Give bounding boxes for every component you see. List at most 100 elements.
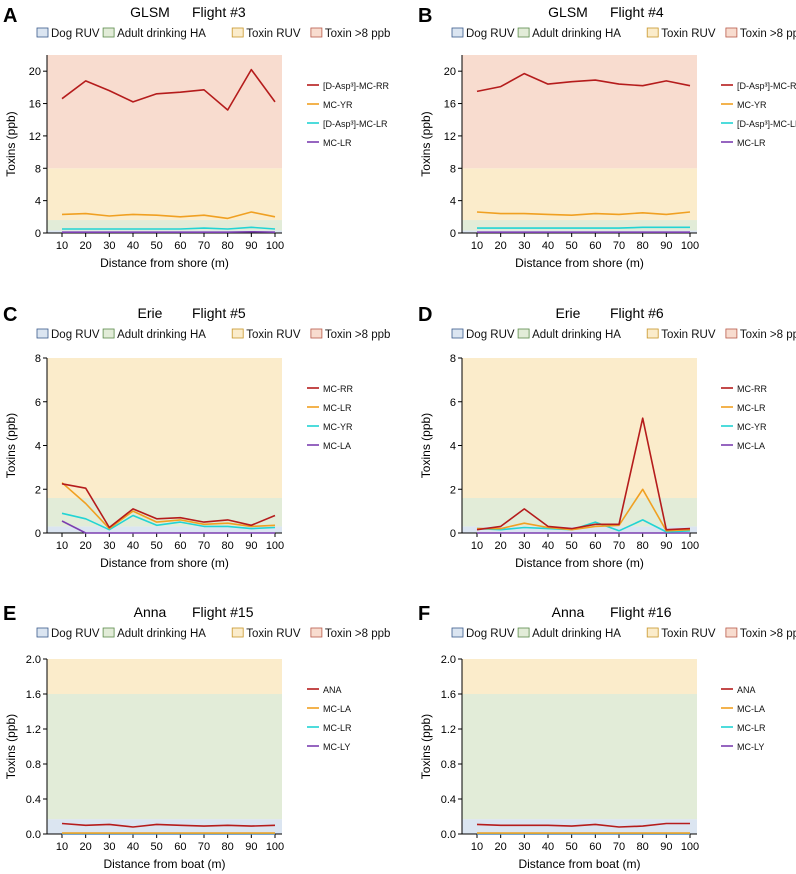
y-tick-label: 0 (450, 228, 456, 240)
x-tick-label: 70 (613, 841, 625, 853)
panel-letter: C (3, 304, 17, 326)
y-tick-label: 6 (450, 397, 456, 409)
band-toxin-ruv (47, 168, 282, 221)
x-tick-label: 10 (471, 841, 483, 853)
x-tick-label: 80 (637, 841, 649, 853)
series-group (61, 822, 276, 835)
chart-flight: Flight #6 (610, 305, 664, 321)
series-legend: [D-Asp³]-MC-RR MC-YR [D-Asp³]-MC-LR MC-LR (307, 81, 389, 148)
series-legend-label: MC-LA (323, 441, 351, 451)
legend-swatch-dog (36, 27, 49, 38)
series-legend-label: MC-YR (737, 422, 767, 432)
series-legend-label: MC-RR (737, 384, 767, 394)
x-axis-label: Distance from shore (m) (515, 256, 644, 270)
series-legend: ANA MC-LA MC-LR MC-LY (721, 685, 766, 752)
series-line-mc-lr (477, 488, 691, 532)
series-legend: [D-Asp³]-MC-RR MC-YR [D-Asp³]-MC-LR MC-LR (721, 81, 796, 148)
legend-swatch-adult (102, 27, 115, 38)
series-legend-label: MC-YR (323, 100, 353, 110)
legend-swatch-gt8 (310, 27, 323, 38)
legend-swatch-toxin-ruv (231, 328, 244, 339)
y-tick-label: 1.6 (441, 689, 456, 701)
band-toxin-ruv (47, 358, 282, 498)
x-tick-label: 80 (222, 841, 234, 853)
x-tick-label: 60 (174, 841, 186, 853)
series-legend-label: [D-Asp³]-MC-LR (323, 119, 388, 129)
y-tick-label: 12 (444, 131, 456, 143)
series-line-ana (61, 822, 276, 828)
band-toxin-ruv (462, 659, 697, 694)
x-tick-label: 100 (266, 240, 284, 252)
series-line-mc-rr (476, 417, 691, 531)
chart-flight: Flight #3 (192, 4, 246, 20)
panel-b: B GLSM Flight #4 Dog RUV Adult drinking HA To… (418, 4, 796, 270)
y-tick-label: 8 (35, 163, 41, 175)
y-tick-label: 0.4 (26, 794, 41, 806)
chart-flight: Flight #5 (192, 305, 246, 321)
y-tick-label: 6 (35, 397, 41, 409)
x-tick-label: 80 (637, 540, 649, 552)
series-line-mc-yr (476, 211, 691, 216)
x-tick-label: 20 (495, 240, 507, 252)
x-tick-label: 100 (681, 540, 699, 552)
chart-flight: Flight #4 (610, 4, 664, 20)
x-tick-label: 50 (566, 540, 578, 552)
band-legend: Dog RUV Adult drinking HA Toxin RUV Toxin >… (451, 27, 796, 40)
legend-swatch-gt8 (725, 627, 738, 638)
series-legend-label: MC-RR (323, 384, 353, 394)
series-legend: MC-RR MC-LR MC-YR MC-LA (721, 384, 767, 451)
legend-label-dog: Dog RUV (51, 329, 100, 341)
band-dog (47, 819, 282, 834)
series-legend: ANA MC-LA MC-LR MC-LY (307, 685, 352, 752)
chart-title: GLSM (130, 4, 170, 20)
x-tick-label: 30 (103, 540, 115, 552)
y-tick-label: 1.6 (26, 689, 41, 701)
panel-a: A GLSM Flight #3 Dog RUV Adult drinking HA To… (3, 4, 390, 270)
series-legend-label: MC-LR (737, 138, 766, 148)
x-tick-label: 30 (518, 540, 530, 552)
x-tick-label: 100 (681, 841, 699, 853)
x-tick-label: 70 (613, 240, 625, 252)
panel-e: E Anna Flight #15 Dog RUV Adult drinking HA T… (3, 603, 390, 871)
band-toxin-ruv (47, 659, 282, 694)
band-dog (462, 819, 697, 834)
y-tick-label: 2.0 (441, 654, 456, 666)
x-tick-label: 70 (198, 540, 210, 552)
legend-swatch-dog (451, 328, 464, 339)
y-tick-label: 0.0 (441, 829, 456, 841)
chart-flight: Flight #16 (610, 604, 672, 620)
x-tick-label: 40 (127, 240, 139, 252)
x-tick-label: 30 (103, 841, 115, 853)
x-tick-label: 20 (495, 841, 507, 853)
legend-label-gt8: Toxin >8 ppb (325, 628, 391, 640)
band-legend: Dog RUV Adult drinking HA Toxin RUV Toxin >… (451, 328, 796, 341)
series-legend-label: MC-LR (737, 723, 766, 733)
x-tick-label: 20 (80, 540, 92, 552)
legend-swatch-toxin-ruv (231, 27, 244, 38)
chart-title: Anna (134, 604, 167, 620)
band-gt8 (462, 55, 697, 169)
legend-swatch-gt8 (310, 627, 323, 638)
x-tick-label: 70 (613, 540, 625, 552)
legend-swatch-dog (451, 627, 464, 638)
legend-swatch-gt8 (725, 328, 738, 339)
panel-f: F Anna Flight #16 Dog RUV Adult drinking HA T… (418, 603, 796, 871)
chart-title: Erie (138, 305, 163, 321)
series-legend-label: MC-LA (737, 704, 765, 714)
panel-letter: E (3, 603, 16, 625)
legend-label-toxin-ruv: Toxin RUV (246, 329, 301, 341)
chart-title: Anna (552, 604, 585, 620)
series-group (476, 417, 691, 534)
chart-title: GLSM (548, 4, 588, 20)
legend-label-gt8: Toxin >8 ppb (740, 628, 796, 640)
x-tick-label: 100 (681, 240, 699, 252)
x-tick-label: 50 (151, 540, 163, 552)
legend-label-dog: Dog RUV (466, 628, 515, 640)
legend-label-toxin-ruv: Toxin RUV (246, 628, 301, 640)
band-legend: Dog RUV Adult drinking HA Toxin RUV Toxin >… (451, 627, 796, 640)
y-tick-label: 0.4 (441, 794, 456, 806)
legend-swatch-adult (517, 328, 530, 339)
x-tick-label: 50 (151, 240, 163, 252)
series-line-d-asp-mc-lr (62, 226, 276, 230)
x-tick-label: 90 (245, 240, 257, 252)
